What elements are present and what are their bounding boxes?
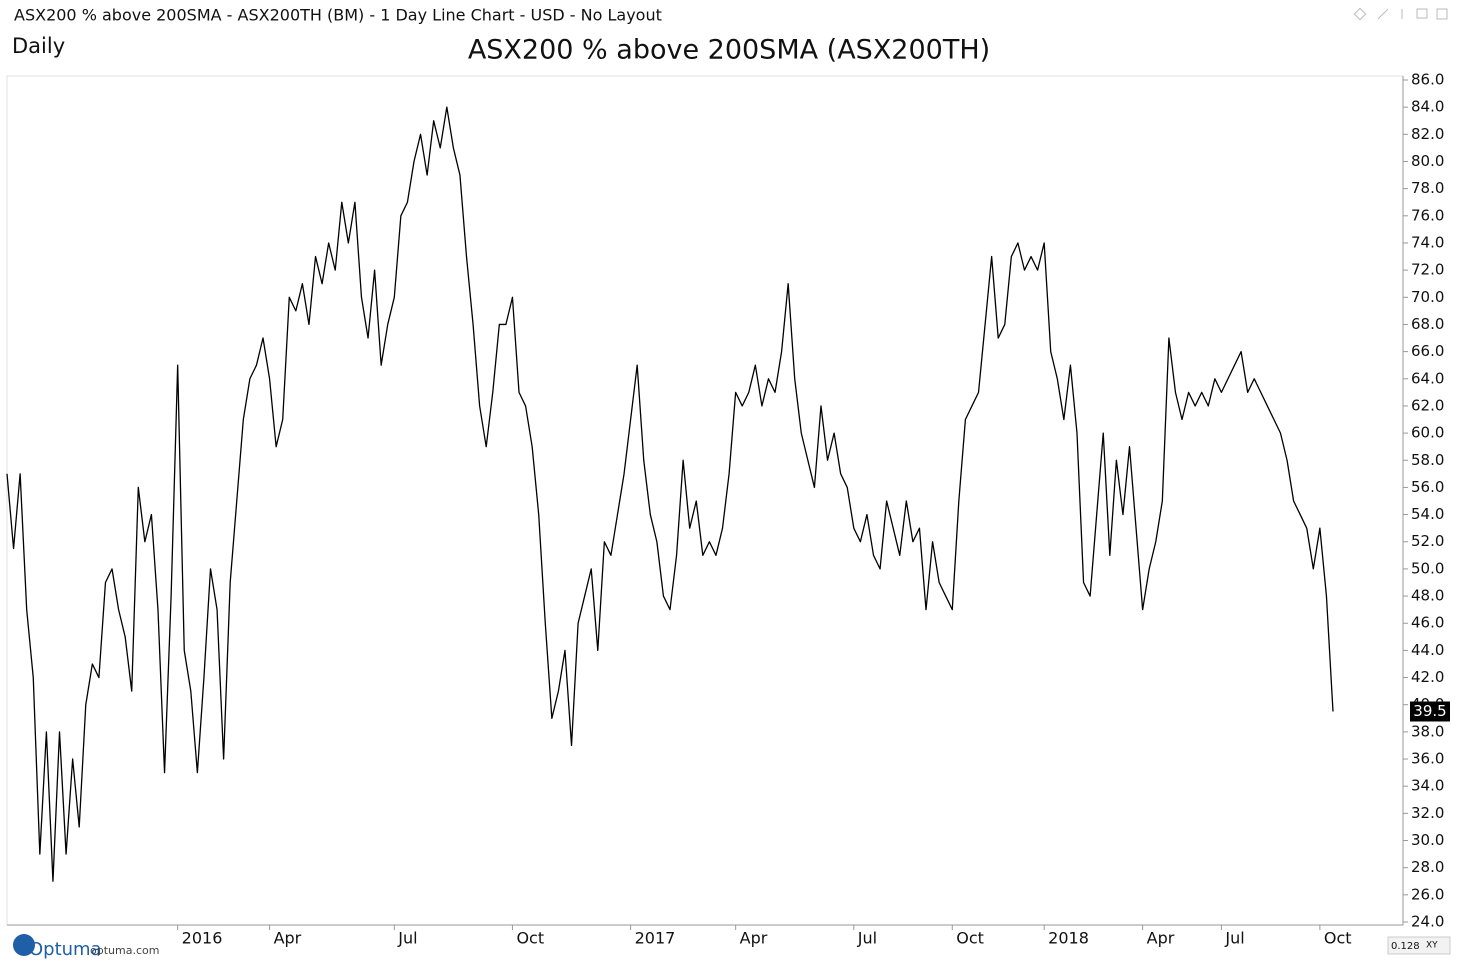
y-tick-label: 72.0 [1411,261,1444,279]
y-tick-label: 66.0 [1411,342,1444,360]
window-caption: ASX200 % above 200SMA - ASX200TH (BM) - … [14,6,662,25]
x-tick-label: Oct [956,929,984,948]
scale-box[interactable] [1387,936,1451,955]
scale-mode: XY [1426,941,1438,951]
y-tick-label: 42.0 [1411,668,1444,686]
y-tick-label: 62.0 [1411,396,1444,414]
y-tick-label: 34.0 [1411,777,1444,795]
last-value-label: 39.5 [1413,702,1446,720]
y-tick-label: 32.0 [1411,804,1444,822]
brand: Optuma [29,939,102,960]
site: optuma.com [90,944,159,957]
window-buttons[interactable] [1353,7,1448,21]
x-tick-label: 2016 [182,929,223,948]
y-tick-label: 70.0 [1411,288,1444,306]
chart-title: ASX200 % above 200SMA (ASX200TH) [468,35,990,66]
x-tick-label: Apr [274,929,302,948]
logo: Optuma optuma.com [13,934,159,960]
y-tick-label: 64.0 [1411,369,1444,387]
x-tick-label: Jul [857,929,877,948]
timeframe-label: Daily [12,34,65,58]
scale-value: 0.128 [1391,941,1420,952]
last-value-box [1410,701,1450,722]
y-tick-label: 60.0 [1411,424,1444,442]
button-pin[interactable] [1377,8,1389,20]
y-tick-label: 44.0 [1411,641,1444,659]
x-tick-label: Apr [1147,929,1175,948]
y-tick-label: 38.0 [1411,722,1444,740]
x-tick-label: 2017 [635,929,676,948]
y-tick-label: 80.0 [1411,152,1444,170]
y-tick-label: 84.0 [1411,98,1444,116]
y-tick-label: 82.0 [1411,125,1444,143]
y-tick-label: 86.0 [1411,71,1444,89]
x-tick-label: 2018 [1048,929,1089,948]
y-tick-label: 74.0 [1411,233,1444,251]
x-tick-label: Oct [1324,929,1352,948]
data-line [6,106,1334,882]
x-tick-label: Jul [397,929,417,948]
x-tick-label: Jul [1224,929,1244,948]
y-tick-label: 56.0 [1411,478,1444,496]
y-tick-label: 58.0 [1411,451,1444,469]
y-tick-label: 76.0 [1411,206,1444,224]
y-tick-label: 48.0 [1411,587,1444,605]
y-tick-label: 78.0 [1411,179,1444,197]
logo-mark [13,934,35,956]
y-tick-label: 46.0 [1411,614,1444,632]
x-tick-label: Oct [516,929,544,948]
button-close[interactable] [1436,8,1448,20]
button-diamond[interactable] [1353,7,1367,21]
x-tick-label: Apr [740,929,768,948]
y-tick-label: 36.0 [1411,750,1444,768]
y-tick-label: 30.0 [1411,831,1444,849]
y-tick-label: 26.0 [1411,885,1444,903]
y-tick-label: 28.0 [1411,858,1444,876]
y-tick-label: 54.0 [1411,505,1444,523]
y-tick-label: 24.0 [1411,913,1444,931]
button-maximize[interactable] [1416,8,1428,19]
y-tick-label: 52.0 [1411,532,1444,550]
y-tick-label: 68.0 [1411,315,1444,333]
y-tick-label: 50.0 [1411,559,1444,577]
